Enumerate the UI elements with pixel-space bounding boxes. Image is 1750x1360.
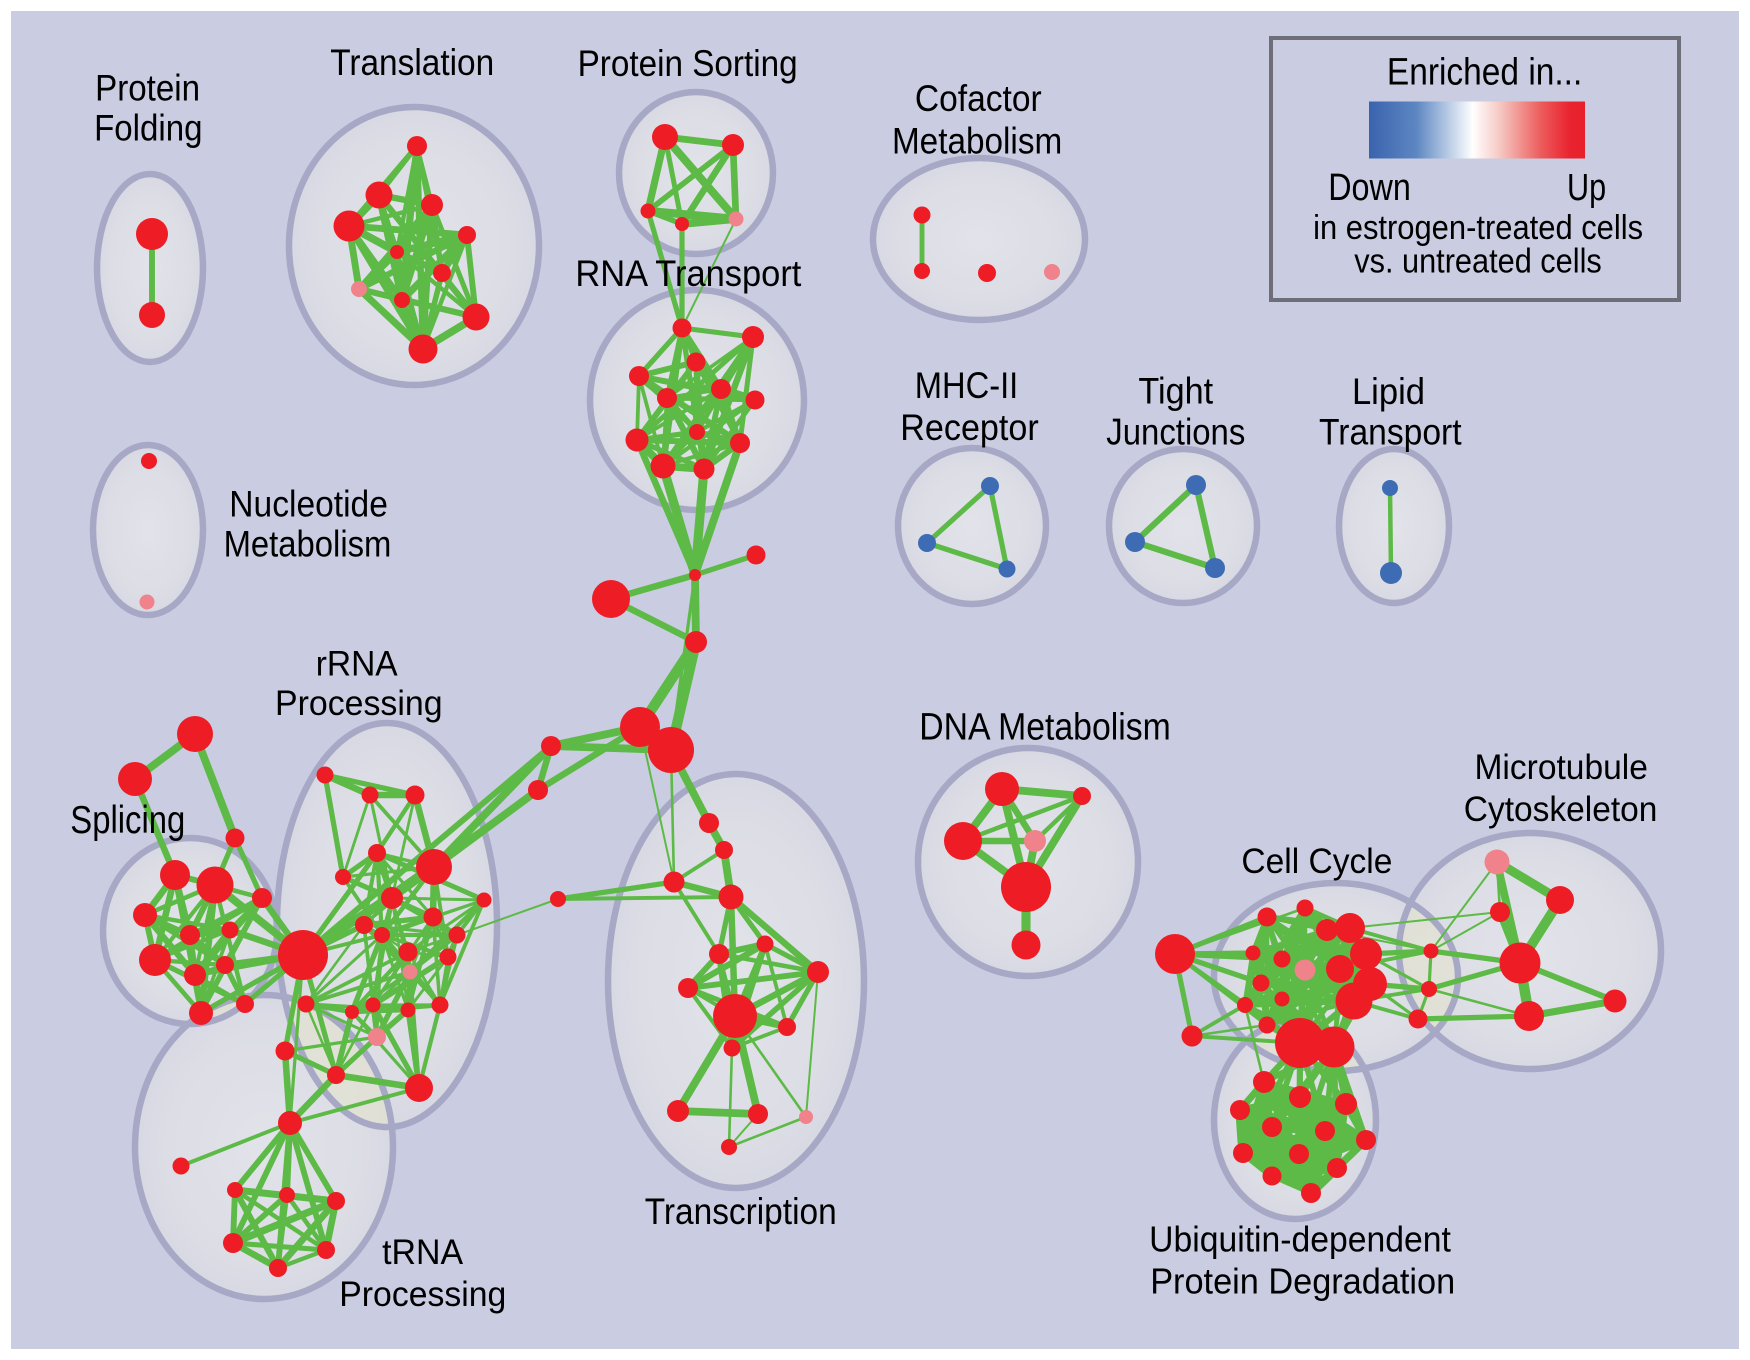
svg-text:MHC-II: MHC-II [915,364,1019,406]
svg-text:Junctions: Junctions [1106,411,1245,452]
svg-text:Up: Up [1567,167,1606,209]
svg-text:Nucleotide: Nucleotide [229,482,388,524]
svg-text:Enriched in...: Enriched in... [1387,52,1582,94]
svg-text:Processing: Processing [275,684,443,723]
svg-text:DNA Metabolism: DNA Metabolism [919,707,1171,749]
svg-text:Protein Sorting: Protein Sorting [578,42,798,84]
svg-text:RNA Transport: RNA Transport [575,253,801,294]
svg-text:Translation: Translation [330,42,494,83]
svg-text:Folding: Folding [94,107,202,149]
svg-text:Protein Degradation: Protein Degradation [1150,1262,1455,1302]
svg-text:Protein: Protein [95,67,200,109]
svg-text:Lipid: Lipid [1352,371,1425,412]
svg-text:Cytoskeleton: Cytoskeleton [1464,789,1658,829]
svg-text:Cofactor: Cofactor [915,78,1042,119]
svg-text:Receptor: Receptor [900,406,1039,448]
svg-text:rRNA: rRNA [316,645,399,684]
svg-text:Transcription: Transcription [645,1191,837,1232]
svg-text:Microtubule: Microtubule [1474,747,1648,787]
svg-text:Metabolism: Metabolism [892,120,1062,162]
svg-text:Tight: Tight [1138,371,1213,412]
svg-text:Down: Down [1328,167,1411,209]
svg-text:Splicing: Splicing [70,799,185,842]
svg-text:Processing: Processing [339,1274,506,1314]
svg-text:vs. untreated cells: vs. untreated cells [1354,243,1602,281]
svg-text:Cell Cycle: Cell Cycle [1241,842,1392,881]
svg-text:tRNA: tRNA [382,1232,463,1272]
svg-text:Ubiquitin-dependent: Ubiquitin-dependent [1149,1220,1451,1260]
svg-text:in estrogen-treated cells: in estrogen-treated cells [1313,209,1643,247]
svg-text:Metabolism: Metabolism [224,524,392,565]
svg-text:Transport: Transport [1319,412,1462,453]
